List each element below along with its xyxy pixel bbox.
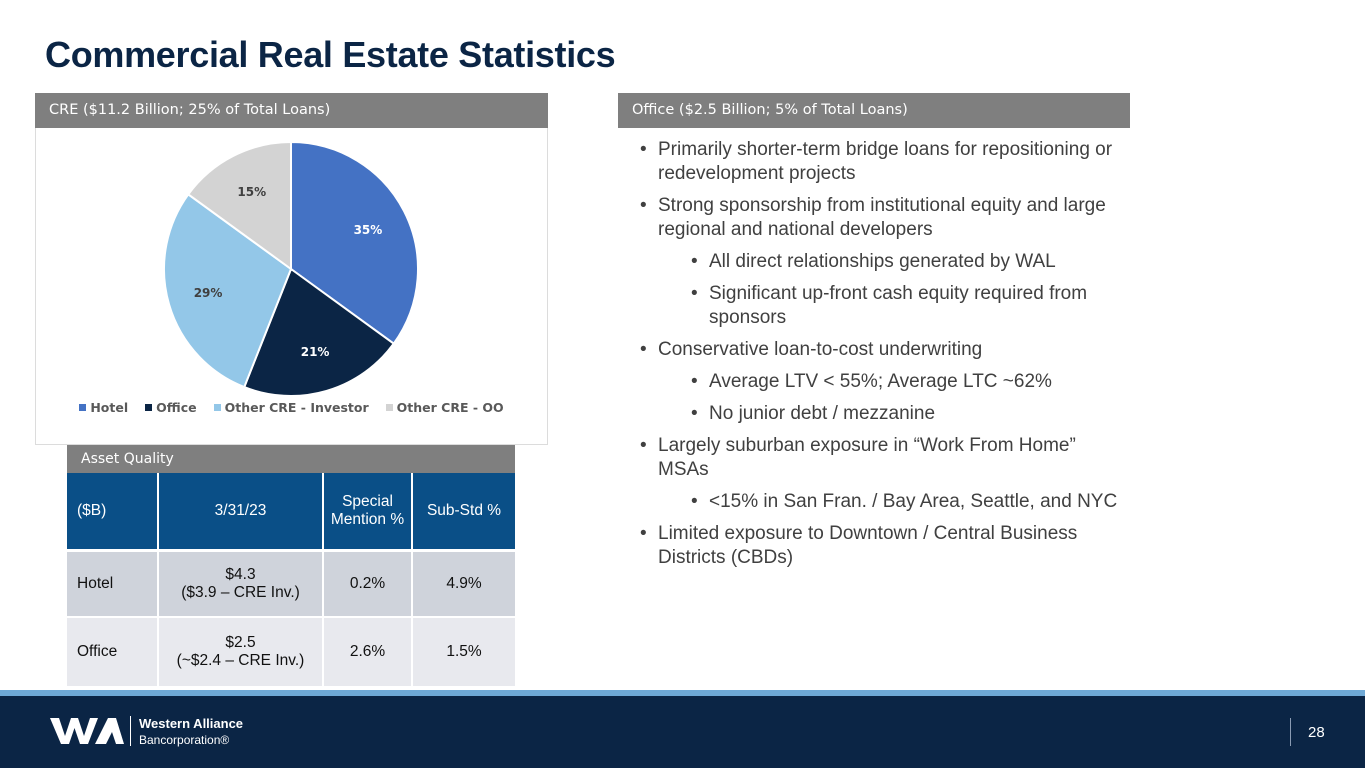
pie-data-label: 35% [354,223,383,237]
company-name: Western Alliance [139,716,244,731]
legend-item-other-cre-investor: Other CRE - Investor [213,400,369,415]
column-header: ($B) [67,473,159,552]
column-header: Sub-Std % [412,473,515,552]
asset-quality-table: ($B) 3/31/23 Special Mention % Sub-Std %… [67,473,515,688]
cre-pie-chart: 35% 21% 29% 15% [163,140,419,397]
office-bullet-list: Primarily shorter-term bridge loans for … [640,138,1130,578]
pie-data-label: 21% [301,345,330,359]
footer: Western Alliance Bancorporation® 28 [0,696,1365,768]
logo-divider [130,716,131,746]
bullet-item: Conservative loan-to-cost underwriting [640,338,1130,362]
column-header: 3/31/23 [158,473,324,552]
pie-slice-other-cre-investor [163,192,293,389]
pie-data-label: 29% [194,286,223,300]
sub-std-cell: 1.5% [412,617,515,688]
legend-item-hotel: Hotel [79,400,128,415]
bullet-item: Primarily shorter-term bridge loans for … [640,138,1130,186]
legend-label: Hotel [90,400,129,415]
legend-item-other-cre-oo: Other CRE - OO [385,400,504,415]
bullet-item: Largely suburban exposure in “Work From … [640,434,1130,482]
cre-pie-chart-panel: 35% 21% 29% 15% Hotel Office Other CRE - In… [35,128,548,445]
pie-slice-other-cre-oo [186,140,292,271]
special-mention-cell: 2.6% [323,617,413,688]
table-row: Hotel $4.3 ($3.9 – CRE Inv.) 0.2% 4.9% [67,550,515,618]
balance-value: $2.5 [225,634,256,651]
legend-label: Office [156,400,197,415]
row-label: Hotel [67,550,159,618]
bullet-item: Strong sponsorship from institutional eq… [640,194,1130,242]
page-number-divider [1290,718,1291,746]
balance-cell: $4.3 ($3.9 – CRE Inv.) [158,550,324,618]
sub-bullet-item: All direct relationships generated by WA… [691,250,1130,274]
legend-swatch [385,404,393,411]
table-row: Office $2.5 (~$2.4 – CRE Inv.) 2.6% 1.5% [67,617,515,688]
legend-swatch [213,404,221,411]
balance-cell: $2.5 (~$2.4 – CRE Inv.) [158,617,324,688]
chart-legend: Hotel Office Other CRE - Investor Other … [36,400,547,415]
balance-detail: (~$2.4 – CRE Inv.) [176,652,305,669]
asset-quality-header: Asset Quality [67,445,515,473]
sub-bullet-item: Average LTV < 55%; Average LTC ~62% [691,370,1130,394]
row-label: Office [67,617,159,688]
column-header: Special Mention % [323,473,413,552]
pie-data-label: 15% [237,185,266,199]
legend-swatch [145,404,153,411]
legend-swatch [79,404,87,411]
sub-bullet-item: No junior debt / mezzanine [691,402,1130,426]
bullet-item: Limited exposure to Downtown / Central B… [640,522,1130,570]
legend-item-office: Office [145,400,197,415]
page-number: 28 [1308,724,1325,741]
footer-accent-stripe [0,690,1365,696]
sub-std-cell: 4.9% [412,550,515,618]
balance-detail: ($3.9 – CRE Inv.) [181,584,300,601]
office-section-header: Office ($2.5 Billion; 5% of Total Loans) [618,93,1130,128]
table-header-row: ($B) 3/31/23 Special Mention % Sub-Std % [67,473,515,552]
company-name-suffix: Bancorporation® [139,733,230,747]
legend-label: Other CRE - OO [396,400,504,415]
pie-slice-office [242,267,396,397]
legend-label: Other CRE - Investor [224,400,369,415]
balance-value: $4.3 [225,566,256,583]
company-logo-icon [50,718,124,744]
pie-slice-hotel [290,140,419,346]
sub-bullet-item: Significant up-front cash equity require… [691,282,1130,330]
sub-bullet-item: <15% in San Fran. / Bay Area, Seattle, a… [691,490,1130,514]
cre-section-header: CRE ($11.2 Billion; 25% of Total Loans) [35,93,548,128]
page-title: Commercial Real Estate Statistics [45,34,616,75]
special-mention-cell: 0.2% [323,550,413,618]
